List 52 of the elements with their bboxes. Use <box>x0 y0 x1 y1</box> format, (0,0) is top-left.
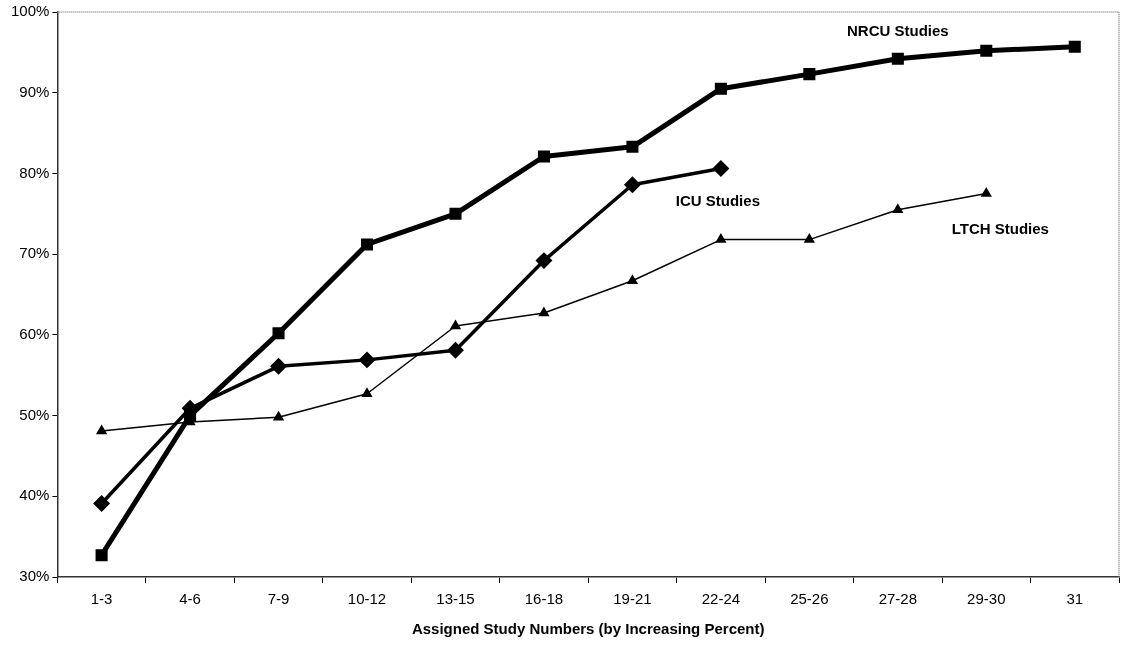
x-tick-label: 29-30 <box>967 590 1006 608</box>
x-tick-label: 19-21 <box>613 590 652 608</box>
point <box>538 307 550 317</box>
point <box>450 320 461 330</box>
series-label: NRCU Studies <box>846 21 949 39</box>
y-tick-label: 90% <box>19 82 50 100</box>
y-tick-label: 30% <box>19 567 50 585</box>
x-tick-label: 4-6 <box>179 590 201 608</box>
x-tick-label: 27-28 <box>878 590 918 608</box>
y-tick-label: 60% <box>19 325 50 342</box>
point <box>624 176 641 193</box>
x-tick-label: 16-18 <box>524 590 564 608</box>
point <box>1068 40 1081 53</box>
y-tick-label: 70% <box>19 244 50 262</box>
point <box>891 52 904 65</box>
point <box>804 233 815 243</box>
x-axis-title: Assigned Study Numbers (by Increasing Percent) <box>411 620 765 638</box>
x-tick-label: 7-9 <box>267 590 290 608</box>
point <box>272 327 285 340</box>
point <box>96 425 107 435</box>
point <box>449 207 462 220</box>
point <box>627 275 638 285</box>
y-tick-label: 100% <box>10 2 50 20</box>
x-tick-label: 1-3 <box>90 590 113 608</box>
point <box>981 187 992 197</box>
x-tick-label: 22-24 <box>701 590 741 608</box>
point <box>715 233 726 243</box>
point <box>713 160 729 177</box>
point <box>892 204 903 213</box>
x-tick-label: 13-15 <box>436 590 475 608</box>
x-tick-label: 31 <box>1066 590 1084 608</box>
y-tick-label: 80% <box>19 163 50 181</box>
y-tick-label: 40% <box>19 486 50 504</box>
series-label: ICU Studies <box>675 191 760 209</box>
point <box>361 388 373 398</box>
point <box>360 238 374 251</box>
series-label: LTCH Studies <box>951 219 1049 237</box>
point <box>359 352 375 368</box>
x-tick-label: 25-26 <box>790 590 829 608</box>
point <box>980 44 993 57</box>
y-tick-label: 50% <box>19 405 50 423</box>
x-tick-label: 10-12 <box>347 590 387 608</box>
point <box>270 358 287 375</box>
point <box>536 252 552 269</box>
point <box>537 150 550 163</box>
point <box>714 82 727 95</box>
point <box>626 140 639 153</box>
point <box>447 342 464 358</box>
point <box>95 549 108 562</box>
point <box>273 411 284 421</box>
point <box>803 68 816 81</box>
point <box>93 495 110 512</box>
